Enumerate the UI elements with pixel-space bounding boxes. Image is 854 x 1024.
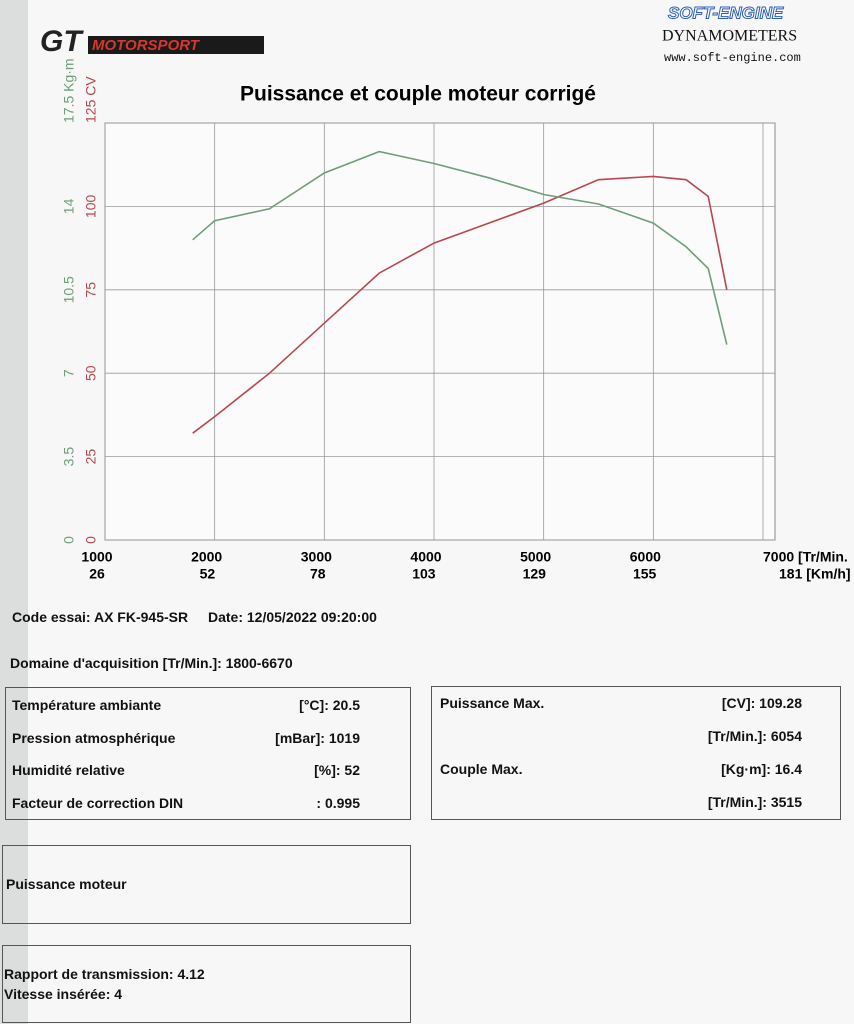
x-tick-label: 3000	[301, 549, 332, 565]
x-tick-label: 7000 [Tr/Min.	[763, 549, 848, 565]
row-value: [mBar]: 1019	[275, 729, 360, 746]
y2-tick-label: 3.5	[61, 447, 77, 467]
x-tick-label: 1000	[81, 549, 112, 565]
y-tick-label: 100	[83, 195, 99, 219]
y2-tick-label: 14	[61, 198, 77, 214]
row-value: [%]: 52	[314, 762, 360, 778]
conditions-box	[5, 687, 411, 820]
test-date: Date: 12/05/2022 09:20:00	[208, 609, 377, 625]
y2-tick-label: 7	[61, 369, 77, 377]
row-label: Humidité relative	[12, 762, 125, 778]
row-label: Température ambiante	[12, 697, 162, 713]
x-tick-label: 5000	[520, 549, 551, 565]
power-box	[2, 845, 411, 924]
chart-title: Puissance et couple moteur corrigé	[240, 83, 596, 106]
x2-tick-label: 181 [Km/h]	[779, 566, 851, 582]
logo-stripe	[88, 36, 264, 54]
y-tick-label: 0	[83, 536, 99, 544]
logo-motorsport: MOTORSPORT	[92, 37, 201, 54]
y2-tick-label: 10.5	[61, 276, 77, 303]
row-value: [°C]: 20.5	[299, 697, 360, 713]
row-label: Facteur de correction DIN	[12, 794, 184, 811]
x-tick-label: 6000	[630, 549, 661, 565]
x-tick-label: 2000	[191, 549, 222, 565]
y2-tick-label: 0	[61, 536, 77, 544]
y-tick-label: 25	[83, 449, 99, 465]
y2-tick-label: 17.5 Kg·m	[61, 58, 77, 123]
row-label: Couple Max.	[440, 761, 523, 777]
row-value: [Tr/Min.]: 3515	[707, 794, 802, 810]
x2-tick-label: 52	[200, 566, 216, 582]
series-line	[192, 150, 728, 345]
x2-tick-label: 78	[310, 566, 326, 582]
maxima-box	[431, 686, 841, 820]
website: www.soft-engine.com	[664, 51, 801, 65]
acquisition-domain: Domaine d'acquisition [Tr/Min.]: 1800-66…	[10, 655, 293, 671]
plot-frame	[104, 122, 776, 541]
x2-tick-label: 129	[523, 566, 547, 582]
logo-gt: GT	[40, 25, 84, 58]
x-tick-label: 4000	[410, 549, 441, 565]
row-value: [Kg·m]: 16.4	[721, 761, 802, 777]
x2-tick-label: 26	[89, 566, 105, 582]
series-line	[192, 175, 728, 434]
row-label: Pression atmosphérique	[12, 729, 176, 746]
logo-soft-engine: SOFT-ENGINE	[668, 3, 784, 22]
transmission-ratio: Rapport de transmission: 4.12	[4, 966, 205, 982]
logo-dynamometers: DYNAMOMETERS	[662, 28, 797, 45]
row-value: [Tr/Min.]: 6054	[707, 728, 802, 744]
y-tick-label: 50	[83, 365, 99, 381]
test-code: Code essai: AX FK-945-SR	[12, 609, 189, 625]
x2-tick-label: 103	[412, 566, 436, 582]
row-value: : 0.995	[316, 794, 360, 811]
row-value: [CV]: 109.28	[721, 695, 802, 711]
gear: Vitesse insérée: 4	[4, 986, 123, 1002]
paper-edge	[0, 0, 28, 1024]
y-tick-label: 75	[83, 282, 99, 298]
row-label: Puissance Max.	[440, 695, 545, 711]
x2-tick-label: 155	[633, 566, 657, 582]
power-label: Puissance moteur	[6, 876, 127, 892]
y-tick-label: 125 CV	[83, 76, 99, 123]
transmission-box	[2, 945, 411, 1023]
